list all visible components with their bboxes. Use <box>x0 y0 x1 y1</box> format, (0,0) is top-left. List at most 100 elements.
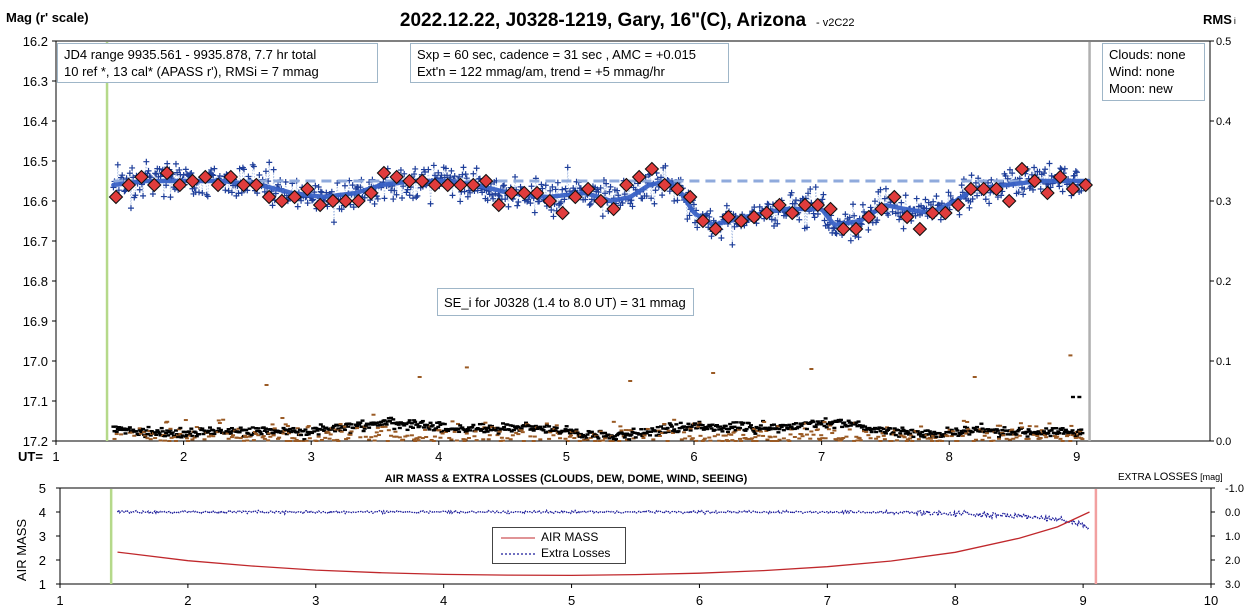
raw-point <box>820 191 827 198</box>
raw-point <box>461 188 468 195</box>
rms-point <box>655 425 660 429</box>
raw-point <box>968 172 975 179</box>
rms-point <box>1075 430 1080 434</box>
rms-cal-point <box>260 436 265 439</box>
raw-point <box>966 204 973 211</box>
rms-cal-point <box>231 434 236 437</box>
rms-point <box>1023 432 1028 435</box>
rms-point <box>632 431 637 435</box>
rms-cal-point <box>281 432 286 435</box>
rms-cal-point <box>1068 354 1073 357</box>
rms-point <box>470 426 475 429</box>
rms-cal-point <box>267 432 272 435</box>
rms-point <box>144 429 149 432</box>
rms-cal-point <box>656 429 661 432</box>
rms-point <box>668 423 673 427</box>
raw-point <box>414 192 421 199</box>
binned-point <box>351 193 366 209</box>
rms-cal-point <box>327 437 332 440</box>
rms-cal-point <box>293 440 298 442</box>
rms-point <box>538 425 543 429</box>
raw-point <box>381 195 388 202</box>
rms-point <box>563 428 568 431</box>
rms-cal-point <box>808 437 813 440</box>
raw-point <box>1009 170 1016 177</box>
rms-cal-point <box>582 438 587 441</box>
raw-point <box>659 192 666 199</box>
rms-cal-point <box>385 440 390 442</box>
rms-point <box>404 422 409 426</box>
rms-cal-point <box>788 433 793 436</box>
rms-point <box>374 421 379 425</box>
rms-cal-point <box>165 420 170 423</box>
rms-point <box>869 430 874 434</box>
rms-cal-point <box>803 422 808 425</box>
binned-point <box>695 213 711 229</box>
rms-point <box>139 430 144 434</box>
rms-point <box>559 431 564 434</box>
rms-point <box>141 427 146 431</box>
binned-point <box>606 201 621 217</box>
rms-point <box>714 424 719 427</box>
raw-point <box>882 185 889 192</box>
rms-point <box>1032 432 1037 435</box>
rms-point <box>623 433 628 437</box>
binned-point <box>619 177 634 193</box>
rms-point <box>933 432 938 436</box>
rms-point <box>958 433 963 436</box>
rms-point <box>877 426 882 429</box>
rms-cal-point <box>864 430 869 433</box>
raw-point <box>1072 168 1079 175</box>
rms-point <box>321 425 326 428</box>
rms-cal-point <box>768 436 773 439</box>
rms-cal-point <box>346 437 351 440</box>
binned-point <box>414 173 430 189</box>
rms-point <box>627 438 632 441</box>
rms-cal-point <box>1052 435 1057 438</box>
raw-point <box>531 209 538 216</box>
x-tick-label: 9 <box>1073 449 1080 464</box>
rms-point <box>134 430 139 433</box>
raw-point <box>312 182 319 189</box>
rms-cal-point <box>500 439 505 442</box>
rms-cal-point <box>424 435 429 438</box>
right-axis-label: RMS i <box>1203 12 1236 27</box>
raw-point <box>275 181 282 188</box>
rms-cal-point <box>690 437 695 440</box>
raw-point <box>658 174 665 181</box>
rms-point <box>256 427 261 430</box>
rms-point <box>562 430 567 433</box>
rms-point <box>553 429 558 432</box>
rms-cal-point <box>472 435 477 438</box>
rms-cal-point <box>733 439 738 442</box>
rms-point <box>385 420 390 423</box>
rms-point <box>774 427 779 430</box>
rms-label: RMS <box>1203 12 1232 27</box>
rms-point <box>709 427 714 430</box>
rms-cal-point <box>701 439 706 442</box>
rms-point <box>910 428 915 432</box>
rms-cal-point <box>226 437 231 440</box>
rms-cal-point <box>858 439 863 442</box>
binned-point <box>198 169 213 185</box>
rms-point <box>1077 428 1082 432</box>
rms-point <box>353 423 358 426</box>
rms-point <box>123 432 128 435</box>
rms-point <box>685 425 690 429</box>
raw-point <box>558 198 565 205</box>
rms-cal-point <box>762 420 767 423</box>
rms-point <box>814 423 819 426</box>
rms-cal-point <box>781 437 786 440</box>
binned-point <box>657 177 672 193</box>
rms-cal-point <box>394 435 399 438</box>
y-tick-label: 16.4 <box>23 114 48 129</box>
raw-point <box>885 212 892 219</box>
rms-cal-point <box>882 438 887 441</box>
rms-cal-point <box>245 439 250 442</box>
rms-point <box>789 425 794 429</box>
rms-cal-point <box>130 431 135 434</box>
rms-point <box>793 422 798 425</box>
raw-point <box>449 192 456 199</box>
raw-point <box>552 186 559 193</box>
rms-point <box>738 426 743 430</box>
